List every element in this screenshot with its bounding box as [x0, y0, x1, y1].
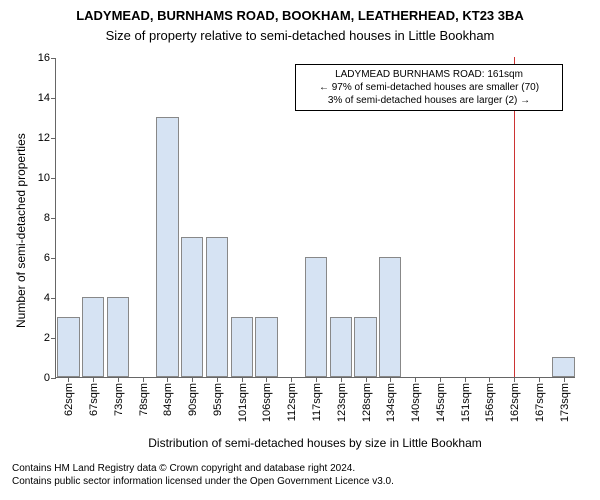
bar	[156, 117, 178, 377]
x-tick-mark	[68, 377, 69, 382]
x-tick-mark	[539, 377, 540, 382]
x-tick-label: 112sqm	[284, 383, 298, 421]
x-tick-mark	[143, 377, 144, 382]
x-tick-mark	[564, 377, 565, 382]
bar	[255, 317, 277, 377]
callout-line-2: ← 97% of semi-detached houses are smalle…	[301, 81, 557, 94]
y-tick-mark	[51, 138, 56, 139]
y-axis-label: Number of semi-detached properties	[14, 133, 28, 328]
y-tick-mark	[51, 258, 56, 259]
x-tick-label: 134sqm	[383, 383, 397, 422]
x-tick-label: 167sqm	[532, 383, 546, 422]
x-tick-mark	[266, 377, 267, 382]
callout-box: LADYMEAD BURNHAMS ROAD: 161sqm ← 97% of …	[295, 64, 563, 111]
y-tick-mark	[51, 98, 56, 99]
x-tick-label: 145sqm	[433, 383, 447, 422]
x-tick-label: 106sqm	[259, 383, 273, 422]
x-tick-mark	[341, 377, 342, 382]
footer-attribution: Contains HM Land Registry data © Crown c…	[12, 462, 394, 488]
x-tick-label: 128sqm	[359, 383, 373, 422]
x-tick-label: 173sqm	[557, 383, 571, 422]
bar	[552, 357, 574, 377]
x-tick-label: 151sqm	[458, 383, 472, 422]
callout-line-3: 3% of semi-detached houses are larger (2…	[301, 94, 557, 107]
y-tick-mark	[51, 298, 56, 299]
bar	[379, 257, 401, 377]
x-tick-label: 73sqm	[111, 383, 125, 416]
x-tick-label: 78sqm	[136, 383, 150, 416]
chart-title-1: LADYMEAD, BURNHAMS ROAD, BOOKHAM, LEATHE…	[0, 8, 600, 23]
x-tick-label: 101sqm	[235, 383, 249, 422]
x-tick-label: 156sqm	[482, 383, 496, 422]
x-tick-label: 84sqm	[160, 383, 174, 416]
y-tick-mark	[51, 58, 56, 59]
x-axis-label: Distribution of semi-detached houses by …	[55, 436, 575, 450]
y-tick-mark	[51, 378, 56, 379]
x-tick-mark	[118, 377, 119, 382]
x-tick-mark	[316, 377, 317, 382]
x-tick-mark	[440, 377, 441, 382]
x-tick-label: 123sqm	[334, 383, 348, 422]
y-tick-mark	[51, 178, 56, 179]
x-tick-mark	[242, 377, 243, 382]
x-tick-mark	[415, 377, 416, 382]
bar	[107, 297, 129, 377]
x-tick-mark	[167, 377, 168, 382]
x-tick-label: 117sqm	[309, 383, 323, 421]
x-tick-mark	[93, 377, 94, 382]
x-tick-mark	[192, 377, 193, 382]
chart-title-2: Size of property relative to semi-detach…	[0, 28, 600, 43]
bar	[231, 317, 253, 377]
x-tick-mark	[489, 377, 490, 382]
bar	[354, 317, 376, 377]
y-tick-mark	[51, 338, 56, 339]
x-tick-mark	[390, 377, 391, 382]
x-tick-mark	[514, 377, 515, 382]
x-tick-label: 95sqm	[210, 383, 224, 416]
bar	[330, 317, 352, 377]
x-tick-mark	[366, 377, 367, 382]
x-tick-mark	[217, 377, 218, 382]
footer-line-2: Contains public sector information licen…	[12, 475, 394, 488]
x-tick-label: 162sqm	[507, 383, 521, 422]
bar	[181, 237, 203, 377]
x-tick-mark	[465, 377, 466, 382]
bar	[305, 257, 327, 377]
x-tick-label: 90sqm	[185, 383, 199, 416]
x-tick-mark	[291, 377, 292, 382]
bar	[57, 317, 79, 377]
callout-line-1: LADYMEAD BURNHAMS ROAD: 161sqm	[301, 68, 557, 81]
bar	[82, 297, 104, 377]
x-tick-label: 62sqm	[61, 383, 75, 416]
y-tick-mark	[51, 218, 56, 219]
x-tick-label: 140sqm	[408, 383, 422, 422]
x-tick-label: 67sqm	[86, 383, 100, 416]
bar	[206, 237, 228, 377]
footer-line-1: Contains HM Land Registry data © Crown c…	[12, 462, 394, 475]
